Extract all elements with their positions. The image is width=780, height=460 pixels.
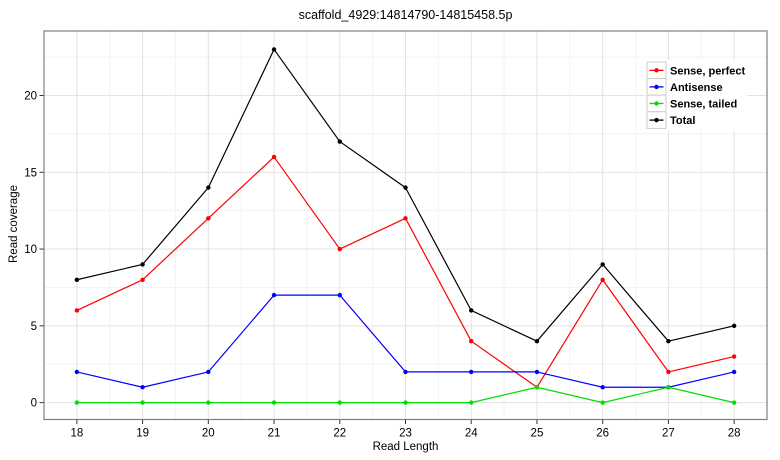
point-total: [206, 185, 211, 190]
x-tick-label: 25: [531, 428, 544, 440]
x-tick-label: 19: [136, 428, 149, 440]
legend-label: Sense, perfect: [670, 65, 746, 77]
point-sense-perfect: [74, 308, 80, 313]
point-sense-tailed: [403, 400, 408, 405]
y-tick-label: 20: [24, 90, 37, 102]
point-total: [600, 262, 605, 267]
point-sense-perfect: [600, 277, 605, 282]
legend-item-total: Total: [646, 111, 695, 129]
point-sense-perfect: [666, 369, 671, 375]
point-antisense: [534, 369, 540, 375]
series-sense-perfect: [74, 154, 737, 390]
x-tick-label: 24: [465, 428, 478, 440]
legend-label: Total: [670, 115, 695, 127]
point-antisense: [74, 369, 80, 375]
series-total: [74, 47, 737, 344]
point-sense-perfect: [469, 338, 474, 344]
x-tick-label: 22: [333, 428, 346, 440]
point-sense-tailed: [666, 385, 671, 390]
point-sense-tailed: [74, 400, 80, 405]
x-tick-label: 23: [399, 428, 412, 440]
point-sense-perfect: [140, 277, 145, 282]
legend-key-point: [654, 101, 659, 106]
series-sense-tailed: [74, 385, 737, 405]
point-sense-tailed: [600, 400, 605, 405]
chart-title: scaffold_4929:14814790-14815458.5p: [298, 8, 513, 22]
y-tick-label: 5: [31, 321, 37, 333]
point-antisense: [337, 292, 342, 298]
x-tick-label: 20: [202, 428, 215, 440]
x-tick-label: 21: [268, 428, 281, 440]
point-sense-tailed: [731, 400, 737, 405]
point-antisense: [403, 369, 408, 375]
point-antisense: [271, 292, 277, 298]
legend-key-point: [654, 84, 659, 90]
legend-item-sense-tailed: Sense, tailed: [646, 94, 737, 113]
point-sense-tailed: [140, 400, 145, 405]
point-total: [271, 47, 277, 52]
point-sense-tailed: [271, 400, 277, 405]
point-total: [469, 308, 474, 313]
point-sense-tailed: [206, 400, 211, 405]
legend-label: Antisense: [670, 82, 723, 94]
legend-item-sense-perfect: Sense, perfect: [646, 61, 746, 80]
point-total: [534, 338, 540, 344]
x-tick-label: 28: [728, 428, 741, 440]
point-total: [731, 323, 737, 329]
point-sense-perfect: [731, 354, 737, 359]
point-antisense: [600, 385, 605, 390]
point-total: [666, 338, 671, 344]
point-total: [403, 185, 408, 190]
point-sense-perfect: [271, 154, 277, 160]
legend-key-point: [654, 117, 659, 123]
point-sense-perfect: [206, 216, 211, 221]
legend: Sense, perfect Antisense Sense, tailed Tota…: [645, 60, 747, 131]
legend-key-point: [654, 68, 659, 73]
point-sense-tailed: [337, 400, 342, 405]
point-total: [140, 262, 145, 267]
axis-ticks: 18 19 20 21 22 23 24 25 26 27 28 0 5 10 15 20: [24, 90, 740, 439]
x-tick-label: 18: [70, 428, 83, 440]
y-tick-label: 15: [24, 167, 37, 179]
x-tick-label: 26: [596, 428, 609, 440]
x-tick-label: 27: [662, 428, 675, 440]
y-tick-label: 0: [31, 398, 37, 410]
point-antisense: [731, 369, 737, 375]
legend-label: Sense, tailed: [670, 99, 737, 111]
point-total: [74, 277, 80, 282]
legend-item-antisense: Antisense: [646, 78, 723, 96]
y-tick-label: 10: [24, 244, 37, 256]
point-antisense: [469, 369, 474, 375]
point-total: [337, 139, 342, 144]
point-sense-tailed: [534, 385, 540, 390]
point-sense-perfect: [403, 216, 408, 221]
point-sense-tailed: [469, 400, 474, 405]
point-antisense: [206, 369, 211, 375]
point-antisense: [140, 385, 145, 390]
panel-border: [43, 30, 768, 421]
point-sense-perfect: [337, 246, 342, 252]
x-axis-label: Read Length: [372, 441, 439, 453]
